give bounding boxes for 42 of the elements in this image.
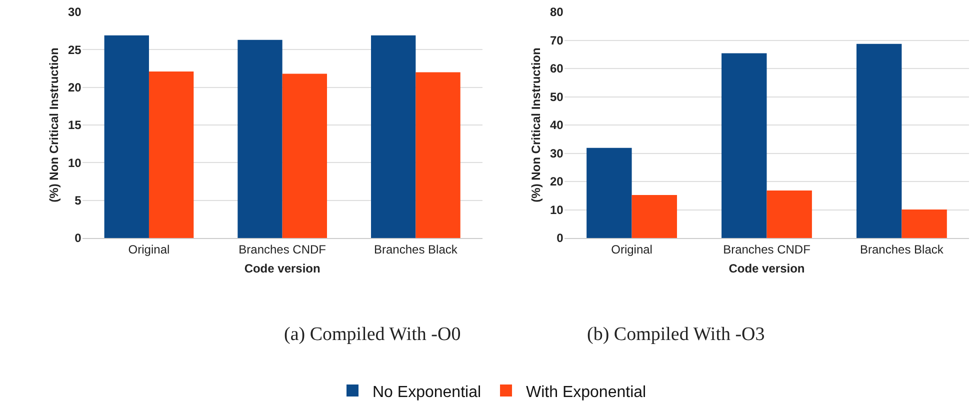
y-tick-label: 5 <box>74 194 82 208</box>
bar <box>238 40 282 238</box>
bar <box>371 35 416 238</box>
y-tick-label: 60 <box>550 62 564 76</box>
y-tick-label: 0 <box>74 231 82 246</box>
bar <box>586 148 632 238</box>
y-tick-label: 10 <box>550 202 564 217</box>
x-tick-label: Original <box>611 242 652 256</box>
bar <box>416 72 460 238</box>
y-tick-label: 25 <box>68 42 82 57</box>
y-tick-label: 20 <box>550 174 564 189</box>
bar <box>856 44 902 238</box>
x-axis-title: Code version <box>728 261 805 276</box>
y-tick-label: 30 <box>68 5 82 20</box>
y-tick-label: 50 <box>550 90 564 104</box>
y-tick-label: 10 <box>68 156 82 170</box>
legend-label: With Exponential <box>526 384 646 401</box>
y-axis-title: (%) Non Critical Instruction <box>47 48 62 202</box>
y-tick-label: 40 <box>550 118 564 132</box>
y-tick-label: 0 <box>556 231 564 246</box>
legend-label: No Exponential <box>372 384 482 401</box>
x-axis-title: Code version <box>244 261 320 276</box>
bar <box>902 209 947 238</box>
bar <box>722 53 767 238</box>
x-tick-label: Branches Black <box>374 242 458 256</box>
y-tick-label: 20 <box>68 80 82 95</box>
x-tick-label: Original <box>128 242 170 256</box>
y-tick-label: 70 <box>550 33 564 48</box>
x-tick-label: Branches Black <box>860 242 944 256</box>
bar <box>632 195 677 238</box>
text: (b) Compiled With -O3 <box>587 324 765 345</box>
x-tick-label: Branches CNDF <box>723 242 810 256</box>
y-tick-label: 30 <box>550 146 564 160</box>
y-axis-title: (%) Non Critical Instruction <box>529 48 544 202</box>
bar <box>104 35 149 238</box>
y-tick-label: 80 <box>550 5 564 20</box>
bar <box>148 72 194 238</box>
bar <box>282 74 327 238</box>
x-tick-label: Branches CNDF <box>238 242 326 256</box>
bar <box>766 190 812 238</box>
text: (a) Compiled With -O0 <box>284 324 461 345</box>
y-tick-label: 15 <box>68 118 82 132</box>
